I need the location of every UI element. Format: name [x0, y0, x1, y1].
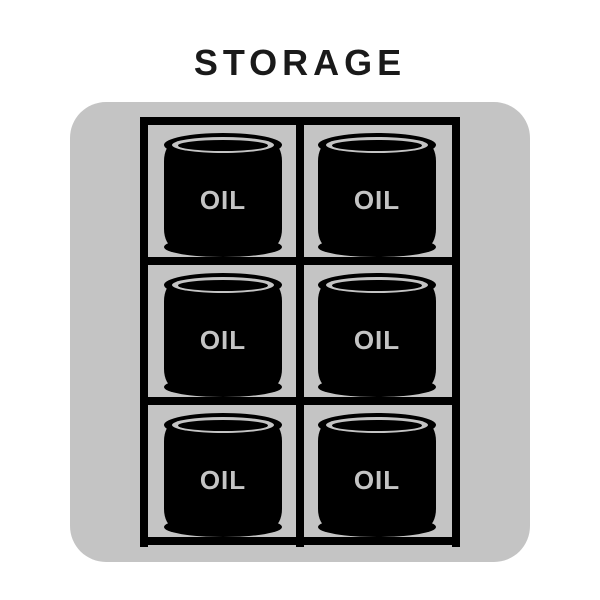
oil-barrel-icon: OIL: [164, 413, 282, 537]
rack-shelf-0: [140, 117, 460, 125]
rack-post-right: [452, 117, 460, 547]
barrel-label: OIL: [318, 185, 436, 216]
rack-shelf-3: [140, 537, 460, 545]
barrel-label: OIL: [164, 325, 282, 356]
page-title: STORAGE: [194, 42, 406, 84]
rack-shelf-2: [140, 397, 460, 405]
oil-barrel-icon: OIL: [318, 413, 436, 537]
storage-panel: OIL OIL OIL: [70, 102, 530, 562]
storage-rack: OIL OIL OIL: [140, 117, 460, 547]
oil-barrel-icon: OIL: [164, 133, 282, 257]
oil-barrel-icon: OIL: [318, 133, 436, 257]
barrel-label: OIL: [164, 185, 282, 216]
rack-cell: OIL: [148, 125, 298, 257]
barrel-label: OIL: [318, 325, 436, 356]
rack-cell: OIL: [302, 405, 452, 537]
oil-barrel-icon: OIL: [164, 273, 282, 397]
rack-cell: OIL: [302, 125, 452, 257]
oil-barrel-icon: OIL: [318, 273, 436, 397]
rack-cell: OIL: [302, 265, 452, 397]
barrel-label: OIL: [164, 465, 282, 496]
rack-post-left: [140, 117, 148, 547]
rack-cell: OIL: [148, 265, 298, 397]
rack-shelf-1: [140, 257, 460, 265]
rack-cell: OIL: [148, 405, 298, 537]
barrel-label: OIL: [318, 465, 436, 496]
